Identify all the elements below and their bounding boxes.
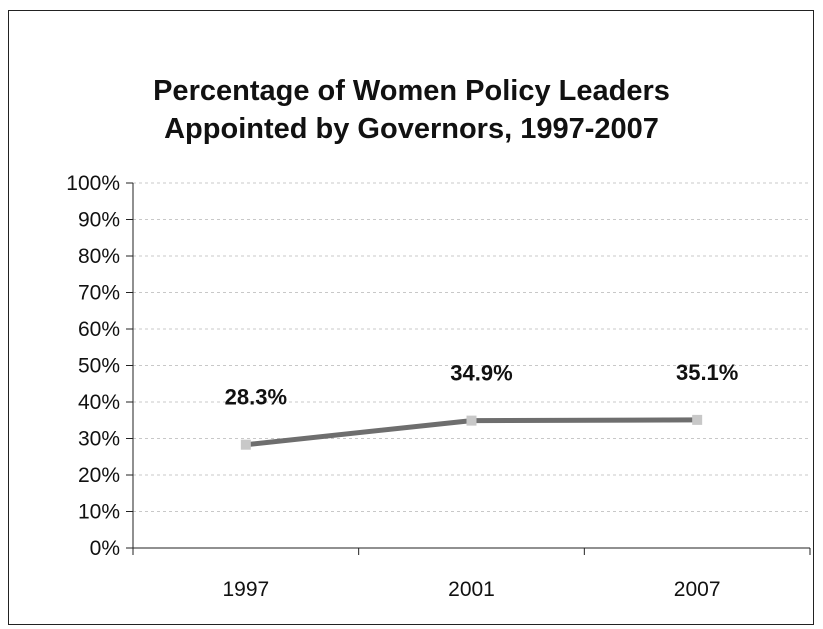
y-tick-label: 90% [78,209,120,232]
y-tick-label: 0% [90,537,120,560]
data-label: 34.9% [450,361,512,386]
y-tick-label: 70% [78,282,120,305]
data-label: 28.3% [225,385,287,410]
data-point [466,415,477,426]
y-tick-label: 10% [78,501,120,524]
y-tick-label: 30% [78,428,120,451]
data-point [240,439,251,450]
y-tick-label: 60% [78,318,120,341]
x-tick-label: 1997 [222,578,269,601]
chart-frame [8,10,814,625]
chart-title-line-1: Percentage of Women Policy Leaders [153,75,670,107]
y-tick-label: 100% [66,172,120,195]
y-tick-label: 50% [78,355,120,378]
y-tick-label: 80% [78,245,120,268]
chart-title: Percentage of Women Policy Leaders Appoi… [0,72,823,148]
x-tick-label: 2007 [674,578,721,601]
data-label: 35.1% [676,360,738,385]
chart-title-line-2: Appointed by Governors, 1997-2007 [164,113,659,145]
y-tick-label: 20% [78,464,120,487]
y-tick-label: 40% [78,391,120,414]
x-tick-label: 2001 [448,578,495,601]
data-point [692,414,703,425]
